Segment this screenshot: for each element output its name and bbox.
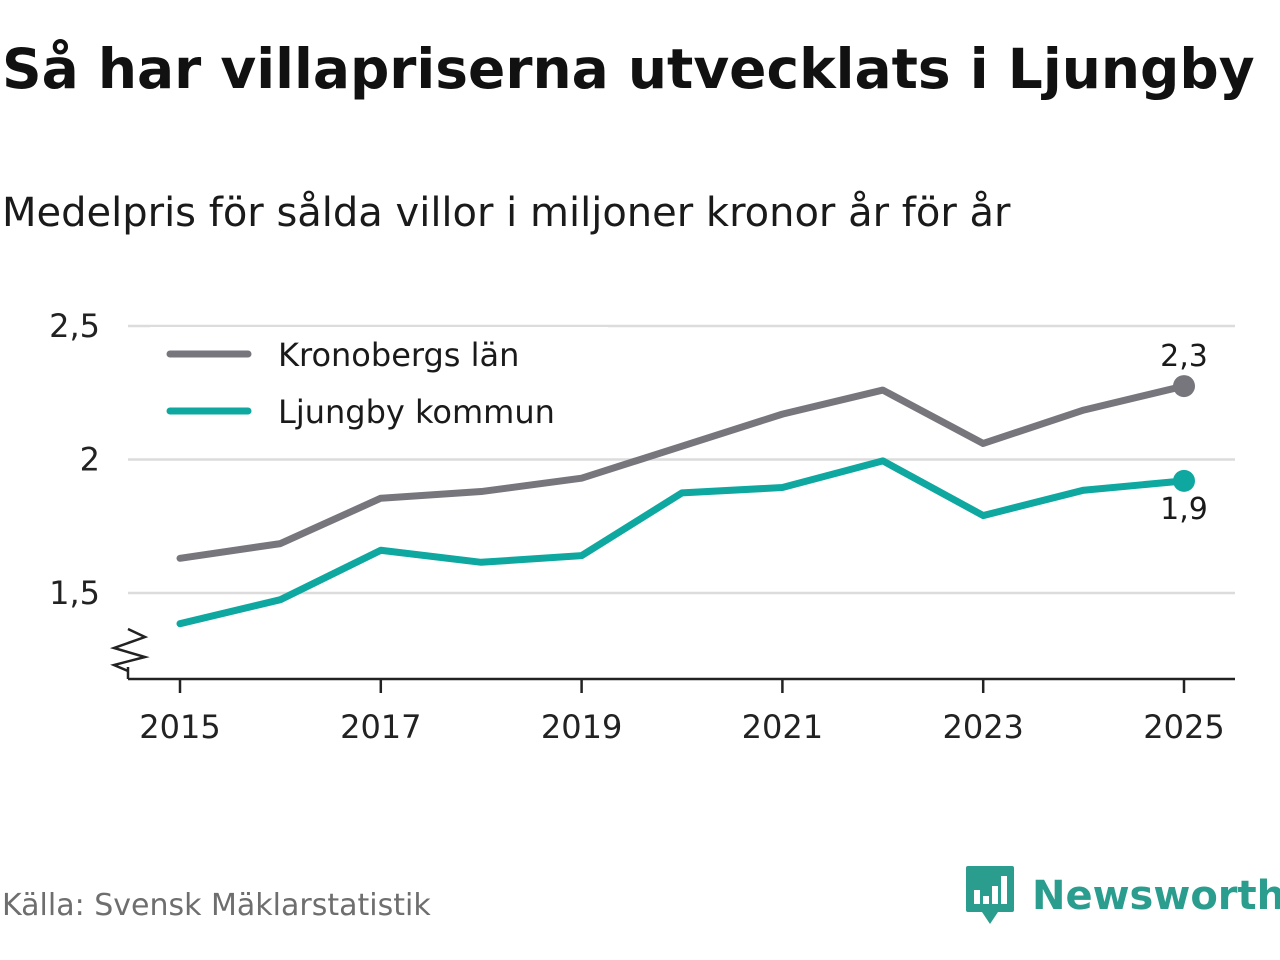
newsworthy-logo-icon bbox=[966, 866, 1014, 924]
chart-subtitle: Medelpris för sålda villor i miljoner kr… bbox=[2, 190, 1011, 236]
x-tick-label: 2023 bbox=[942, 708, 1023, 746]
end-point-marker bbox=[1173, 469, 1195, 492]
axes: 1,5 2 2,5 2015 2017 2019 2021 2023 2025 bbox=[49, 307, 1235, 746]
x-tick-label: 2017 bbox=[340, 708, 421, 746]
y-tick-label: 1,5 bbox=[49, 574, 100, 612]
legend: Kronobergs län Ljungby kommun bbox=[150, 327, 608, 439]
series-line-kronobergs-lan bbox=[176, 382, 1188, 562]
chart-title: Så har villapriserna utvecklats i Ljungb… bbox=[2, 37, 1255, 101]
x-tick-label: 2019 bbox=[541, 708, 622, 746]
series bbox=[176, 375, 1195, 628]
x-tick-label: 2025 bbox=[1143, 708, 1224, 746]
x-tick-label: 2015 bbox=[139, 708, 220, 746]
legend-label: Kronobergs län bbox=[278, 336, 519, 374]
y-tick-label: 2,5 bbox=[49, 307, 100, 345]
series-line-ljungby-kommun bbox=[176, 457, 1188, 628]
legend-label: Ljungby kommun bbox=[278, 393, 555, 431]
end-value-label: 1,9 bbox=[1160, 492, 1208, 527]
brand-name: Newsworthy bbox=[1032, 873, 1280, 919]
source-note: Källa: Svensk Mäklarstatistik bbox=[2, 888, 431, 923]
end-value-label: 2,3 bbox=[1160, 339, 1208, 374]
end-labels: 2,3 1,9 bbox=[1160, 339, 1208, 527]
legend-background bbox=[150, 327, 608, 439]
axis-break-icon bbox=[109, 627, 150, 673]
brand-logo: Newsworthy bbox=[964, 864, 1280, 928]
end-point-marker bbox=[1173, 375, 1195, 398]
gridlines bbox=[128, 324, 1235, 595]
y-tick-label: 2 bbox=[80, 441, 100, 479]
x-tick-label: 2021 bbox=[742, 708, 823, 746]
